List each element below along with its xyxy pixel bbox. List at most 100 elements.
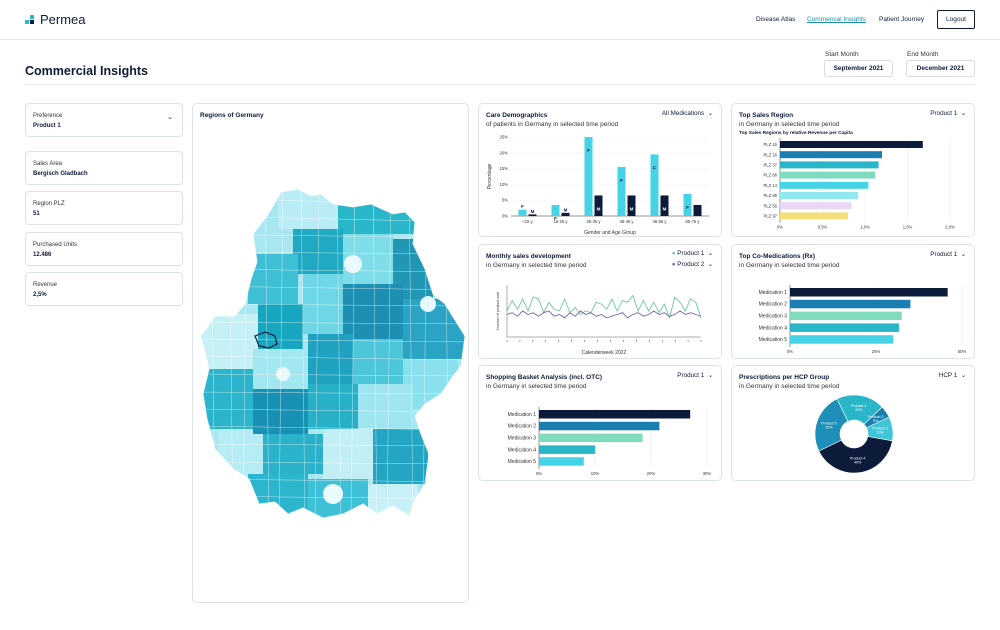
region-plz-card: Region PLZ 51 <box>25 191 183 225</box>
y-category-label: Medication 5 <box>508 459 537 465</box>
bar-series-label: M <box>597 206 601 211</box>
y-category-label: PLZ 56 <box>763 203 777 208</box>
hcp-dropdown[interactable]: HCP 1 ⌄ <box>938 372 966 379</box>
co-medications-card: Top Co-Medications (Rx) in Germany in se… <box>731 244 975 359</box>
care-dropdown-label: All Medications <box>661 110 705 117</box>
preference-label: Preference <box>33 113 63 119</box>
y-category-label: PLZ 88 <box>763 173 777 178</box>
top-sales-subtitle: in Germany in selected time period <box>739 121 840 128</box>
bar-m <box>660 195 669 216</box>
header-divider <box>25 84 975 85</box>
bar <box>780 141 923 148</box>
permea-logo-icon <box>25 14 34 24</box>
bar-series-label: F <box>620 178 623 183</box>
prescriptions-card: Prescriptions per HCP Group in Germany i… <box>731 365 975 481</box>
bar <box>780 181 869 189</box>
monthly-subtitle: in Germany in selected time period <box>486 262 587 269</box>
bar <box>790 288 948 297</box>
revenue-value: 2,5% <box>33 292 47 298</box>
legend-product-2[interactable]: ● Product 2 ⌄ <box>671 261 713 268</box>
legend-product-2-label: Product 2 <box>677 261 705 268</box>
selected-region-highlight[interactable] <box>254 331 278 349</box>
brand-logo[interactable]: Permea <box>25 12 86 27</box>
page-title: Commercial Insights <box>25 64 148 78</box>
nav-disease-atlas[interactable]: Disease Atlas <box>756 16 796 23</box>
revenue-card: Revenue 2,5% <box>25 272 183 306</box>
bar <box>539 445 595 454</box>
y-category-label: PLZ 14 <box>763 183 777 188</box>
bar <box>539 421 660 431</box>
top-header: Permea Disease Atlas Commercial Insights… <box>0 0 1000 40</box>
x-tick-label: 2,0% <box>945 225 955 230</box>
basket-dropdown-label: Product 1 <box>677 372 705 379</box>
bar-m <box>693 204 702 216</box>
co-med-dropdown-label: Product 1 <box>930 251 958 258</box>
y-tick-label: 10% <box>500 182 509 187</box>
purchased-units-value: 12.486 <box>33 252 52 258</box>
y-category-label: Medication 1 <box>508 412 537 418</box>
y-category-label: Medication 2 <box>759 302 788 308</box>
bar-f <box>650 154 659 216</box>
care-medication-dropdown[interactable]: All Medications ⌄ <box>661 110 713 117</box>
top-sales-dropdown-label: Product 1 <box>930 110 958 117</box>
bar-series-label: F <box>521 204 524 209</box>
bar <box>790 311 902 321</box>
bar <box>780 212 848 220</box>
end-month-select[interactable]: December 2021 <box>906 60 975 77</box>
basket-subtitle: in Germany in selected time period <box>486 383 587 390</box>
y-category-label: PLZ 16 <box>763 152 777 157</box>
y-axis-title: Percentage <box>487 163 493 189</box>
bar <box>790 335 894 344</box>
y-tick-label: 15% <box>500 166 509 171</box>
bar <box>539 433 643 443</box>
bar-series-label: F <box>554 216 557 221</box>
map-title: Regions of Germany <box>200 112 264 119</box>
hcp-dropdown-label: HCP 1 <box>938 372 958 379</box>
co-med-title: Top Co-Medications (Rx) <box>739 253 816 260</box>
bar <box>790 299 911 309</box>
co-med-product-dropdown[interactable]: Product 1 ⌄ <box>930 251 966 258</box>
bar-series-label: F <box>587 148 590 153</box>
y-tick-label: 5% <box>502 198 508 203</box>
sales-area-label: Sales Area <box>33 161 63 167</box>
map-card: Regions of Germany <box>192 103 469 603</box>
x-tick-label: 20% <box>647 471 656 476</box>
y-category-label: PLZ 97 <box>763 214 777 219</box>
prescriptions-title: Prescriptions per HCP Group <box>739 374 830 381</box>
germany-outline <box>200 188 466 519</box>
bar-f <box>584 137 593 216</box>
bar-series-label: M <box>630 206 634 211</box>
basket-product-dropdown[interactable]: Product 1 ⌄ <box>677 372 713 379</box>
x-tick-label: 26-35 y <box>587 219 602 224</box>
bar-f <box>617 167 626 216</box>
shopping-basket-chart: 0% 10% 20% 30% Medication 1 Medication 2 Medic… <box>508 407 712 476</box>
y-tick-label: 0% <box>502 214 508 219</box>
preference-dropdown[interactable]: Preference Product 1 ⌄ <box>25 103 183 137</box>
logout-button[interactable]: Logout <box>937 10 975 29</box>
y-category-label: PLZ 15 <box>763 142 777 147</box>
pie-slice <box>818 436 893 474</box>
top-sales-chart: 0% 0,5% 1,0% 1,5% 2,0% PLZ 15 PLZ 16 PLZ 37 PLZ … <box>763 138 955 230</box>
monthly-sales-card: Monthly sales development in Germany in … <box>478 244 722 359</box>
bar-f <box>518 209 527 216</box>
shopping-basket-card: Shopping Basket Analysis (incl. OTC) in … <box>478 365 722 481</box>
co-med-subtitle: in Germany in selected time period <box>739 262 840 269</box>
bar <box>539 410 691 419</box>
y-category-label: PLZ 37 <box>763 163 777 168</box>
nav-commercial-insights[interactable]: Commercial Insights <box>807 16 866 23</box>
x-tick-label: 30% <box>703 471 712 476</box>
monthly-title: Monthly sales development <box>486 253 571 260</box>
y-tick-label: 20% <box>500 150 509 155</box>
y-category-label: PLZ 89 <box>763 193 777 198</box>
top-sales-product-dropdown[interactable]: Product 1 ⌄ <box>930 110 966 117</box>
legend-product-1-label: Product 1 <box>677 250 705 257</box>
x-tick-label: 0% <box>787 349 793 354</box>
x-tick-label: 65-75 y <box>686 219 701 224</box>
start-month-select[interactable]: September 2021 <box>824 60 893 77</box>
y-category-label: Medication 1 <box>759 290 788 296</box>
nav-patient-journey[interactable]: Patient Journey <box>879 16 925 23</box>
legend-product-1[interactable]: ● Product 1 ⌄ <box>671 250 713 257</box>
germany-map[interactable] <box>193 104 469 603</box>
y-tick-label: 25% <box>500 135 509 140</box>
pie-slice-label: Product 3 10% <box>873 426 888 434</box>
